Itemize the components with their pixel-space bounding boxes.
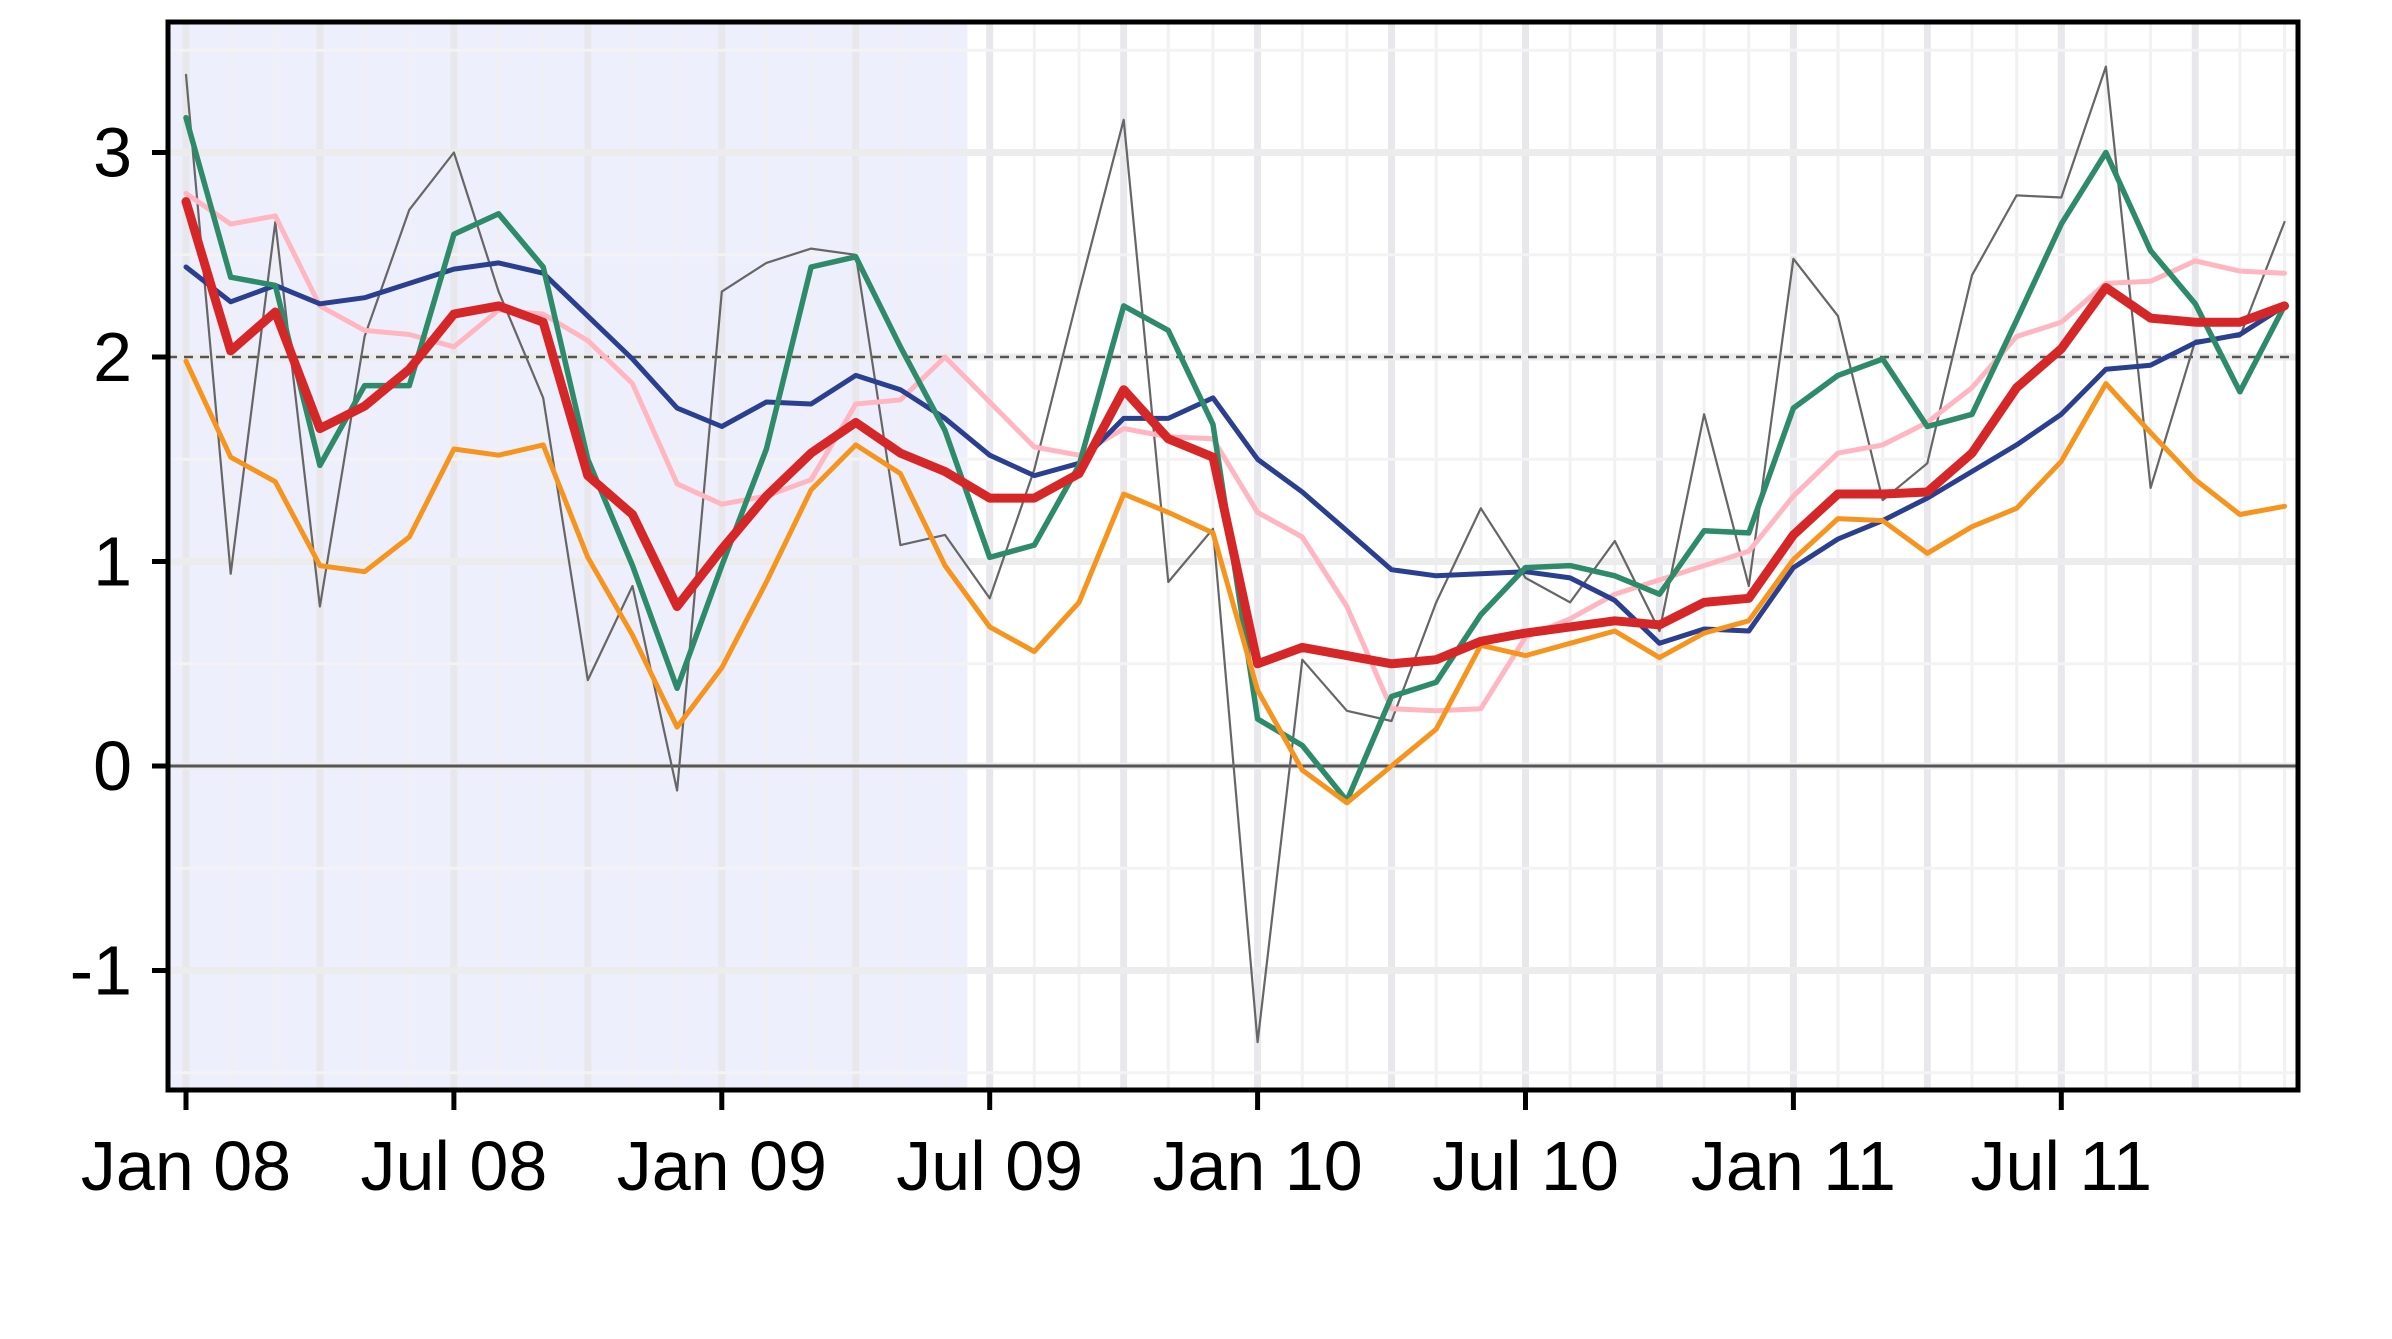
y-tick-label: 0 [93,727,132,805]
x-tick-label: Jul 10 [1432,1127,1619,1205]
plot-frame [165,19,2301,1093]
x-tick-label: Jan 08 [81,1127,291,1205]
x-tick-label: Jul 11 [1970,1127,2152,1205]
series-group [181,65,2289,1044]
y-tick-label: 3 [93,114,132,192]
series-line-1 [184,65,2286,1044]
x-axis: Jan 08 Jul 08 Jan 09 Jul 09 Jan 10 Jul 10 Jan … [81,1090,2152,1205]
y-tick-label: 2 [93,318,132,396]
series-line-2 [183,190,2287,714]
x-tick-label: Jul 09 [896,1127,1083,1205]
series-line-3 [183,260,2287,646]
x-tick-label: Jan 09 [617,1127,827,1205]
series-line-5 [183,358,2287,806]
y-axis: -1 0 1 2 3 [70,114,168,1010]
series-line-6 [181,197,2289,669]
x-tick-label: Jul 08 [361,1127,548,1205]
y-tick-label: 1 [93,523,132,601]
y-tick-label: -1 [70,932,132,1010]
x-tick-label: Jan 10 [1153,1127,1363,1205]
x-tick-label: Jan 11 [1691,1127,1896,1205]
